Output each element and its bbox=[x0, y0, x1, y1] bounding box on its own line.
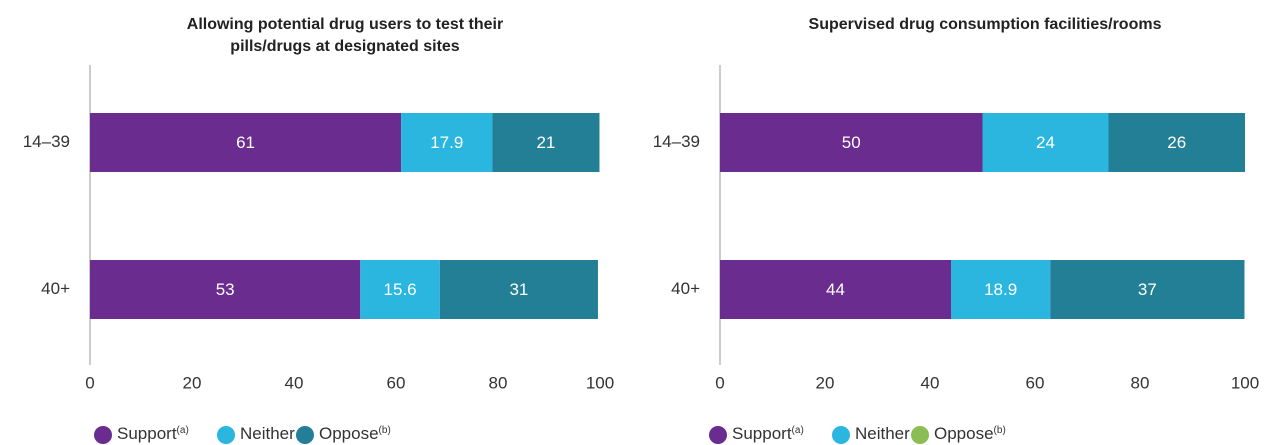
value-label: 26 bbox=[1167, 133, 1186, 152]
bar-segment bbox=[720, 260, 951, 319]
legend-swatch bbox=[709, 426, 727, 444]
x-tick-label: 100 bbox=[1231, 373, 1259, 392]
legend-label: Support(a) bbox=[117, 424, 189, 443]
x-tick-label: 20 bbox=[816, 373, 835, 392]
category-label: 40+ bbox=[41, 279, 70, 298]
x-tick-label: 100 bbox=[586, 373, 614, 392]
legend-name: Neither bbox=[240, 424, 295, 443]
legend-name: Oppose bbox=[319, 424, 379, 443]
legend-name: Support bbox=[117, 424, 177, 443]
value-label: 17.9 bbox=[430, 133, 463, 152]
legend-swatch bbox=[911, 426, 929, 444]
value-label: 50 bbox=[842, 133, 861, 152]
bar-segment bbox=[401, 113, 493, 172]
x-tick-label: 80 bbox=[1131, 373, 1150, 392]
value-label: 31 bbox=[509, 280, 528, 299]
legend-note: (a) bbox=[177, 425, 189, 436]
value-label: 44 bbox=[826, 280, 845, 299]
category-label: 14–39 bbox=[23, 132, 70, 151]
x-tick-label: 0 bbox=[715, 373, 724, 392]
value-label: 61 bbox=[236, 133, 255, 152]
x-tick-label: 40 bbox=[921, 373, 940, 392]
x-tick-label: 80 bbox=[489, 373, 508, 392]
legend-note: (b) bbox=[994, 425, 1006, 436]
value-label: 24 bbox=[1036, 133, 1055, 152]
bar-segment bbox=[492, 113, 600, 172]
bar-segment bbox=[951, 260, 1051, 319]
legend-name: Oppose bbox=[934, 424, 994, 443]
x-tick-label: 40 bbox=[285, 373, 304, 392]
bar-segment bbox=[720, 113, 983, 172]
category-label: 40+ bbox=[671, 279, 700, 298]
bar-segment bbox=[360, 260, 440, 319]
legend-label: Oppose(b) bbox=[319, 424, 391, 443]
legend-label: Neither bbox=[855, 424, 910, 443]
bar-segment bbox=[90, 260, 361, 319]
category-label: 14–39 bbox=[653, 132, 700, 151]
legend-label: Support(a) bbox=[732, 424, 804, 443]
chart-title: Supervised drug consumption facilities/r… bbox=[809, 16, 1162, 33]
bar-segment bbox=[439, 260, 598, 319]
legend-swatch bbox=[217, 426, 235, 444]
chart-title: Allowing potential drug users to test th… bbox=[187, 16, 503, 33]
bar-segment bbox=[1108, 113, 1245, 172]
x-tick-label: 60 bbox=[387, 373, 406, 392]
x-tick-label: 0 bbox=[85, 373, 94, 392]
legend-name: Support bbox=[732, 424, 792, 443]
value-label: 21 bbox=[536, 133, 555, 152]
legend-label: Neither bbox=[240, 424, 295, 443]
bar-segment bbox=[1050, 260, 1245, 319]
legend-note: (a) bbox=[792, 425, 804, 436]
legend-name: Neither bbox=[855, 424, 910, 443]
legend-swatch bbox=[296, 426, 314, 444]
value-label: 37 bbox=[1138, 280, 1157, 299]
bar-segment bbox=[90, 113, 402, 172]
value-label: 53 bbox=[216, 280, 235, 299]
chart-title: pills/drugs at designated sites bbox=[230, 38, 459, 55]
value-label: 15.6 bbox=[384, 280, 417, 299]
legend-swatch bbox=[832, 426, 850, 444]
legend-label: Oppose(b) bbox=[934, 424, 1006, 443]
bar-segment bbox=[982, 113, 1109, 172]
legend-note: (b) bbox=[379, 425, 391, 436]
x-tick-label: 60 bbox=[1026, 373, 1045, 392]
value-label: 18.9 bbox=[984, 280, 1017, 299]
x-tick-label: 20 bbox=[183, 373, 202, 392]
legend-swatch bbox=[94, 426, 112, 444]
